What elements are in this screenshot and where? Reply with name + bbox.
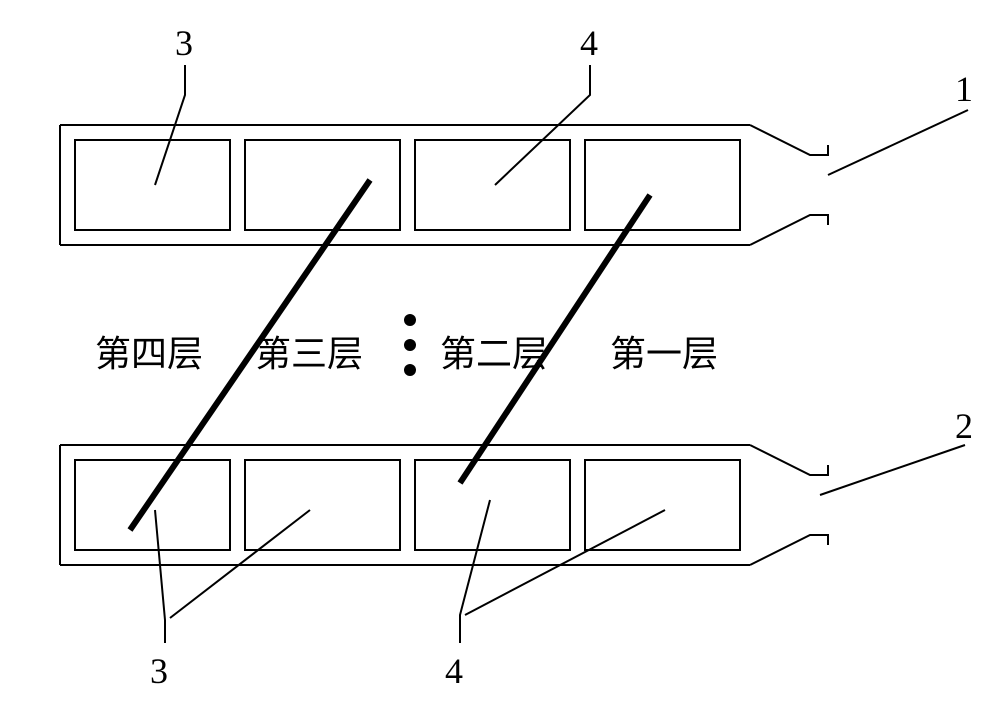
label-layer-3: 第三层 [255, 325, 363, 377]
label-layer-2: 第二层 [440, 325, 548, 377]
label-2: 2 [955, 405, 973, 447]
label-3-bottom: 3 [150, 650, 168, 692]
label-3-top: 3 [175, 22, 193, 64]
label-4-bottom: 4 [445, 650, 463, 692]
label-layer-1: 第一层 [610, 325, 718, 377]
label-4-top: 4 [580, 22, 598, 64]
label-layer-4: 第四层 [95, 325, 203, 377]
label-1: 1 [955, 68, 973, 110]
